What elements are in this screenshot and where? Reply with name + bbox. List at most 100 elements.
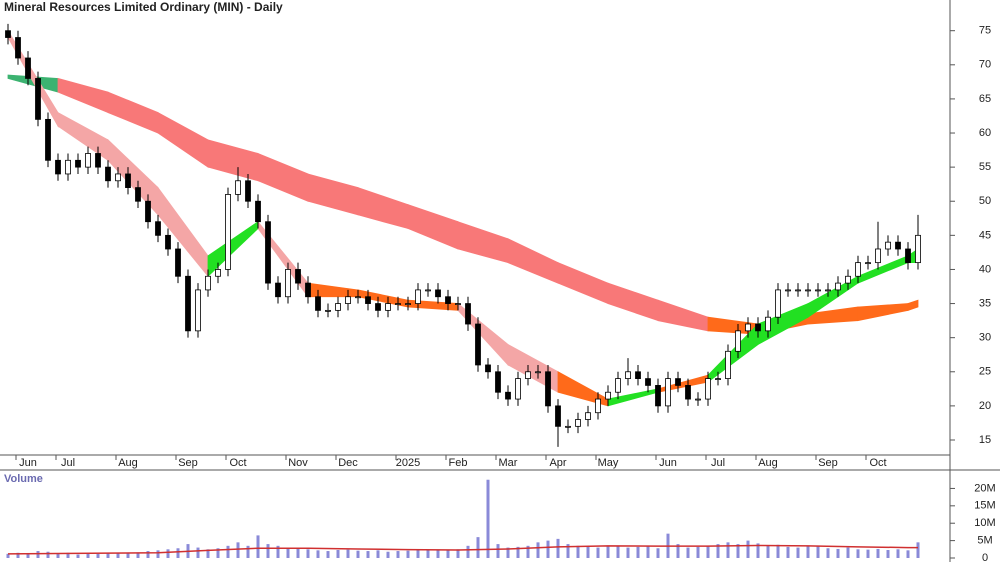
volume-bar <box>916 542 920 558</box>
candle-body <box>35 78 41 120</box>
volume-bar <box>286 547 290 558</box>
candle-body <box>875 248 881 264</box>
candle-body <box>235 180 241 195</box>
volume-bar <box>756 543 760 558</box>
volume-bar <box>26 553 30 558</box>
candle-body <box>795 289 801 292</box>
volume-bar <box>526 545 530 558</box>
volume-bar <box>156 550 160 558</box>
volume-bar <box>586 546 590 558</box>
candle-body <box>25 57 31 79</box>
volume-bar <box>426 550 430 558</box>
volume-bar <box>566 544 570 558</box>
candle-body <box>245 180 251 202</box>
x-tick-label: Aug <box>118 457 138 469</box>
volume-bar <box>166 549 170 558</box>
volume-bar <box>146 551 150 558</box>
volume-bar <box>246 545 250 558</box>
volume-bar <box>466 545 470 558</box>
y-tick-label: 60 <box>979 127 991 139</box>
candle-body <box>845 275 851 284</box>
volume-bar <box>196 547 200 558</box>
candle-body <box>655 385 661 407</box>
volume-bar <box>726 542 730 558</box>
volume-bar <box>836 548 840 558</box>
candle-body <box>355 296 361 299</box>
candle-body <box>625 371 631 379</box>
volume-bar <box>536 542 540 558</box>
candle-body <box>315 296 321 311</box>
candle-body <box>305 282 311 298</box>
volume-bar <box>636 546 640 558</box>
candle-body <box>855 262 861 277</box>
ribbon-segment <box>507 238 559 284</box>
volume-bar <box>706 545 710 558</box>
y-tick-label: 40 <box>979 263 991 275</box>
y-tick-label: 25 <box>979 366 991 378</box>
candle-body <box>825 289 831 292</box>
candle-body <box>445 296 451 304</box>
candle-body <box>765 316 771 332</box>
volume-bar <box>406 550 410 558</box>
candle-body <box>755 323 761 332</box>
candle-body <box>255 200 261 223</box>
candle-body <box>415 289 421 304</box>
volume-bar <box>826 548 830 558</box>
volume-bar <box>436 549 440 558</box>
candle-body <box>145 200 151 223</box>
candle-body <box>865 262 871 265</box>
volume-bar <box>296 548 300 558</box>
ribbon-segment <box>307 282 359 298</box>
volume-bar <box>786 546 790 558</box>
candle-body <box>715 378 721 380</box>
volume-bar <box>396 551 400 558</box>
candle-body <box>515 378 521 400</box>
volume-bar <box>256 535 260 558</box>
y-tick-label: 75 <box>979 25 991 37</box>
volume-bar <box>476 537 480 558</box>
candle-body <box>475 323 481 366</box>
x-tick-label: Mar <box>499 457 518 469</box>
x-tick-label: Nov <box>288 457 308 469</box>
chart-title: Mineral Resources Limited Ordinary (MIN)… <box>4 0 283 14</box>
x-tick-label: Aug <box>758 457 778 469</box>
candle-body <box>735 330 741 352</box>
volume-bar <box>486 479 490 558</box>
candle-body <box>645 378 651 386</box>
candle-body <box>745 323 751 332</box>
candle-body <box>565 425 571 428</box>
y-tick-label: 65 <box>979 93 991 105</box>
volume-bar <box>306 549 310 558</box>
volume-bar <box>366 551 370 558</box>
volume-bar <box>36 551 40 558</box>
candle-body <box>325 309 331 312</box>
volume-bar <box>236 542 240 558</box>
candle-body <box>775 289 781 318</box>
volume-bar <box>336 550 340 558</box>
candle-body <box>65 159 71 175</box>
candle-body <box>545 371 551 407</box>
ribbon-segment <box>607 282 659 322</box>
y-tick-label: 35 <box>979 297 991 309</box>
volume-bar <box>216 548 220 558</box>
x-tick-label: Jun <box>659 457 677 469</box>
candle-body <box>705 378 711 400</box>
candle-body <box>225 194 231 270</box>
x-tick-label: May <box>598 457 619 469</box>
volume-bar <box>176 548 180 558</box>
ribbon-segment <box>207 139 259 182</box>
x-tick-label: Dec <box>338 457 358 469</box>
candle-body <box>665 378 671 407</box>
volume-bar <box>746 540 750 558</box>
candle-body <box>185 275 191 332</box>
candle-body <box>385 303 391 311</box>
candle-body <box>135 187 141 202</box>
candle-body <box>365 296 371 304</box>
candle-body <box>915 234 921 264</box>
volume-bar <box>696 546 700 558</box>
ribbon-segment <box>557 262 609 305</box>
volume-bar <box>66 552 70 558</box>
volume-bar <box>556 538 560 558</box>
y-tick-label: 50 <box>979 195 991 207</box>
volume-bar <box>206 549 210 558</box>
